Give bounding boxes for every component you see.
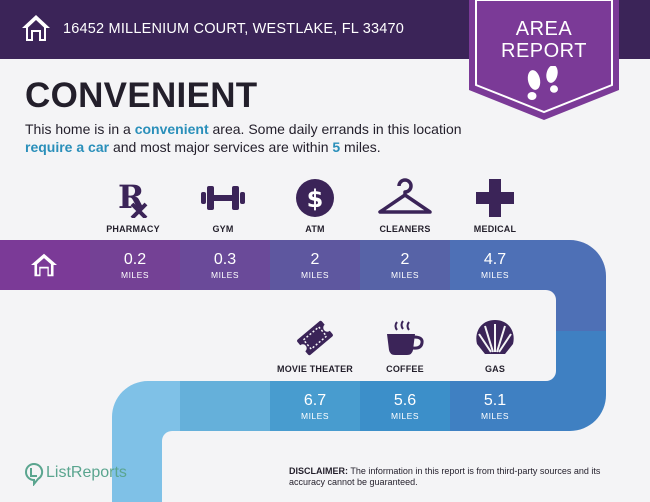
desc-text: miles. bbox=[340, 139, 381, 155]
amenity-label: MEDICAL bbox=[473, 224, 517, 234]
distance-value: 2 bbox=[310, 251, 320, 268]
area-report-badge bbox=[469, 0, 619, 120]
distance-gas: 5.1 MILES bbox=[450, 392, 540, 421]
amenity-label: GYM bbox=[212, 224, 234, 234]
desc-text: This home is in a bbox=[25, 121, 135, 137]
amenity-cleaners: CLEANERS bbox=[360, 178, 450, 234]
description: This home is in a convenient area. Some … bbox=[25, 120, 465, 156]
amenity-label: MOVIE THEATER bbox=[277, 364, 353, 374]
distance-cleaners: 2 MILES bbox=[360, 251, 450, 280]
distance-coffee: 5.6 MILES bbox=[360, 392, 450, 421]
desc-highlight: convenient bbox=[134, 121, 209, 137]
medical-cross-icon bbox=[476, 179, 514, 217]
amenity-label: GAS bbox=[484, 364, 506, 374]
amenity-label: ATM bbox=[305, 224, 325, 234]
distance-unit: MILES bbox=[210, 270, 239, 280]
amenity-atm: $ ATM bbox=[270, 178, 360, 234]
amenity-pharmacy: R PHARMACY bbox=[88, 178, 178, 234]
desc-text: and most major services are within bbox=[109, 139, 333, 155]
disclaimer-text: The information in this report is from t… bbox=[289, 466, 601, 487]
distance-gym: 0.3 MILES bbox=[180, 251, 270, 280]
desc-highlight: require a car bbox=[25, 139, 110, 155]
distance-value: 2 bbox=[400, 251, 410, 268]
distance-atm: 2 MILES bbox=[270, 251, 360, 280]
distance-unit: MILES bbox=[390, 270, 419, 280]
disclaimer-label: DISCLAIMER: bbox=[289, 466, 348, 476]
brand-logo-text: ListReports bbox=[46, 464, 127, 481]
home-icon bbox=[22, 15, 50, 41]
amenity-medical: MEDICAL bbox=[450, 178, 540, 234]
listreports-logo-icon bbox=[25, 462, 44, 486]
badge-line-2: REPORT bbox=[501, 40, 587, 62]
disclaimer: DISCLAIMER: The information in this repo… bbox=[289, 466, 634, 488]
desc-highlight: 5 bbox=[332, 139, 341, 155]
property-address: 16452 MILLENIUM COURT, WESTLAKE, FL 3347… bbox=[63, 21, 405, 37]
ticket-icon bbox=[297, 320, 333, 356]
badge-title: AREA REPORT bbox=[469, 18, 619, 62]
amenity-gas: GAS bbox=[450, 318, 540, 374]
amenity-gym: GYM bbox=[178, 178, 268, 234]
amenity-label: COFFEE bbox=[386, 364, 424, 374]
badge-line-1: AREA bbox=[515, 18, 573, 40]
amenity-label: PHARMACY bbox=[106, 224, 160, 234]
distance-pharmacy: 0.2 MILES bbox=[90, 251, 180, 280]
footprints-icon bbox=[527, 66, 558, 100]
distance-unit: MILES bbox=[120, 270, 149, 280]
distance-value: 0.2 bbox=[123, 251, 147, 268]
shell-icon bbox=[476, 320, 514, 354]
distance-movie-theater: 6.7 MILES bbox=[270, 392, 360, 421]
home-marker-icon bbox=[31, 253, 57, 277]
distance-unit: MILES bbox=[300, 411, 329, 421]
distance-unit: MILES bbox=[390, 411, 419, 421]
amenity-movie-theater: MOVIE THEATER bbox=[270, 318, 360, 374]
coffee-cup-icon bbox=[387, 320, 424, 355]
dumbbell-icon bbox=[201, 186, 245, 210]
amenity-coffee: COFFEE bbox=[360, 318, 450, 374]
page-title: CONVENIENT bbox=[25, 76, 258, 115]
distance-unit: MILES bbox=[480, 411, 509, 421]
hanger-icon bbox=[378, 178, 432, 214]
svg-text:$: $ bbox=[307, 185, 324, 213]
distance-unit: MILES bbox=[300, 270, 329, 280]
distance-value: 0.3 bbox=[213, 251, 237, 268]
dollar-icon: $ bbox=[296, 179, 334, 217]
distance-value: 5.1 bbox=[483, 392, 507, 409]
distance-value: 5.6 bbox=[393, 392, 417, 409]
distance-value: 4.7 bbox=[483, 251, 507, 268]
amenity-label: CLEANERS bbox=[379, 224, 431, 234]
distance-unit: MILES bbox=[480, 270, 509, 280]
distance-value: 6.7 bbox=[303, 392, 327, 409]
distance-medical: 4.7 MILES bbox=[450, 251, 540, 280]
pharmacy-rx-icon: R bbox=[118, 178, 148, 218]
desc-text: area. Some daily errands in this locatio… bbox=[208, 121, 462, 137]
